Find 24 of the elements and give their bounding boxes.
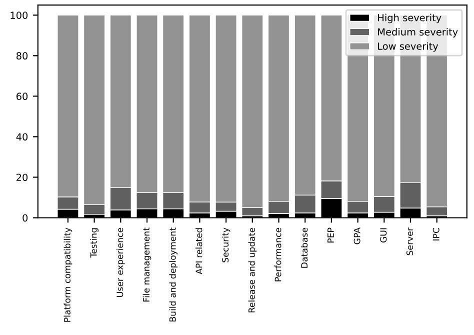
x-tick-label: User experience: [116, 228, 125, 297]
x-tick-label: GPA: [354, 228, 360, 244]
y-tick-label: 0: [22, 214, 28, 222]
x-tick-label: Server: [406, 227, 413, 256]
x-tick-label: Performance: [274, 228, 282, 282]
legend-label: Low severity: [378, 42, 438, 52]
x-tick-label: File management: [142, 228, 152, 302]
x-tick-label: PEP: [328, 228, 334, 242]
x-tick-label: Security: [222, 228, 230, 262]
x-tick-label: Build and deployment: [169, 228, 178, 322]
x-tick-label: IPC: [432, 228, 440, 240]
y-tick-label: 80: [16, 52, 28, 60]
x-tick-label: API related: [196, 228, 202, 274]
x-tick-label: Platform compatibility: [64, 228, 72, 322]
x-tick-label: Database: [300, 228, 308, 268]
y-tick-label: 100: [10, 12, 28, 19]
y-tick-label: 60: [16, 92, 28, 100]
x-tick-label: Testing: [90, 228, 98, 258]
x-tick-label: Release and update: [248, 228, 257, 312]
x-tick-label: GUI: [380, 228, 387, 243]
legend-label: High severity: [378, 14, 442, 24]
y-tick-label: 20: [16, 174, 28, 182]
y-tick-label: 40: [16, 133, 28, 141]
legend-label: Medium severity: [378, 28, 458, 38]
